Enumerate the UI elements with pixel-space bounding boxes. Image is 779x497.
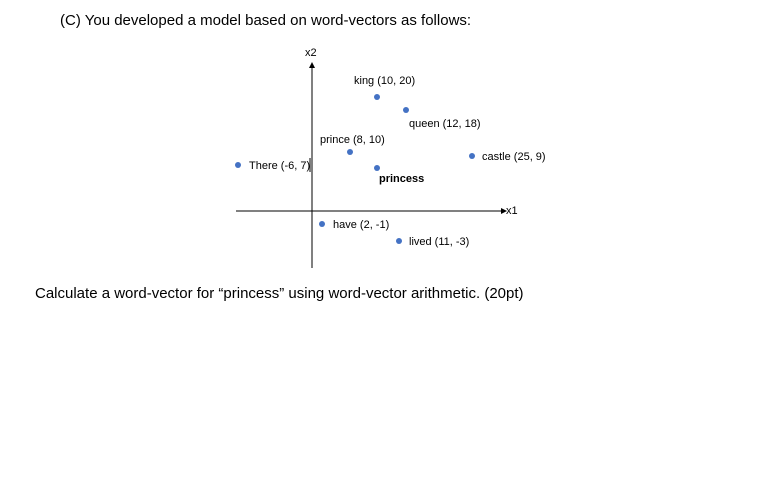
question-heading: (C) You developed a model based on word-… [60, 12, 472, 29]
point-castle [469, 153, 475, 159]
point-label-castle: castle (25, 9) [482, 151, 546, 163]
point-label-queen: queen (12, 18) [409, 118, 481, 130]
point-label-princess: princess [379, 173, 424, 185]
point-prince [347, 149, 353, 155]
point-king [374, 94, 380, 100]
point-label-prince: prince (8, 10) [320, 134, 385, 146]
point-lived [396, 238, 402, 244]
data-points: king (10, 20) queen (12, 18) prince (8, 10… [235, 75, 546, 248]
point-princess [374, 165, 380, 171]
x2-axis-label: x2 [305, 47, 317, 59]
point-label-lived: lived (11, -3) [409, 236, 469, 248]
axes: x1 x2 [236, 47, 518, 268]
point-label-have: have (2, -1) [333, 219, 389, 231]
question-text: Calculate a word-vector for “princess” u… [35, 285, 524, 302]
point-there [235, 162, 241, 168]
point-have [319, 221, 325, 227]
x1-axis-label: x1 [506, 205, 518, 217]
point-label-there: There (-6, 7) [249, 160, 310, 172]
point-queen [403, 107, 409, 113]
point-label-king: king (10, 20) [354, 75, 415, 87]
